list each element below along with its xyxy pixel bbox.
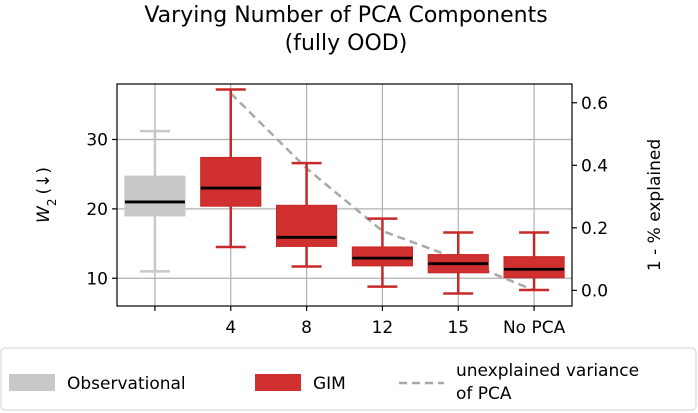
box-2 — [275, 161, 338, 268]
chart-title: Varying Number of PCA Components — [144, 3, 547, 28]
box-layer — [124, 88, 565, 295]
right-tick-label-2: 0.4 — [581, 156, 608, 176]
left-y-axis-label: W2 (↓) — [34, 167, 59, 223]
left-y-axis-label-symbol: W — [34, 205, 54, 223]
legend-gim-patch — [255, 374, 301, 391]
box-1 — [200, 88, 262, 249]
legend-observational-label: Observational — [67, 374, 186, 394]
legend-pca-label-line2: of PCA — [456, 384, 512, 404]
box-3-iqr — [351, 246, 414, 267]
right-tick-label-3: 0.6 — [581, 94, 608, 114]
x-tick-label-2: 8 — [301, 318, 312, 338]
legend-frame — [0, 347, 697, 411]
x-axis: 4 8 12 15 No PCA — [154, 306, 566, 338]
legend: Observational GIM unexplained variance o… — [0, 347, 697, 411]
box-5-iqr — [503, 256, 565, 279]
right-y-axis-label: 1 - % explained — [645, 139, 665, 271]
left-tick-label-0: 10 — [86, 269, 108, 289]
right-tick-label-1: 0.2 — [581, 219, 608, 239]
left-y-axis: 10 20 30 — [86, 131, 117, 289]
box-2-iqr — [275, 204, 338, 247]
x-tick-label-5: No PCA — [503, 318, 566, 338]
right-y-axis: 0.0 0.2 0.4 0.6 — [572, 94, 608, 301]
box-0 — [124, 129, 186, 273]
box-1-iqr — [200, 156, 262, 207]
right-tick-label-0: 0.0 — [581, 281, 608, 301]
box-5 — [503, 231, 565, 292]
left-y-axis-label-suffix: (↓) — [34, 167, 54, 195]
left-tick-label-2: 30 — [86, 131, 108, 151]
box-0-iqr — [124, 175, 186, 217]
left-y-axis-label-subscript: 2 — [45, 199, 59, 207]
x-tick-label-1: 4 — [225, 318, 236, 338]
plot-frame — [116, 83, 573, 307]
left-tick-label-1: 20 — [86, 200, 108, 220]
box-4 — [427, 231, 489, 295]
x-tick-label-4: 15 — [447, 318, 469, 338]
box-3 — [351, 217, 414, 288]
legend-observational-patch — [9, 374, 55, 391]
chart-subtitle: (fully OOD) — [285, 31, 408, 56]
x-tick-label-3: 12 — [372, 318, 394, 338]
legend-gim-label: GIM — [313, 374, 346, 394]
legend-pca-label-line1: unexplained variance — [456, 361, 639, 381]
